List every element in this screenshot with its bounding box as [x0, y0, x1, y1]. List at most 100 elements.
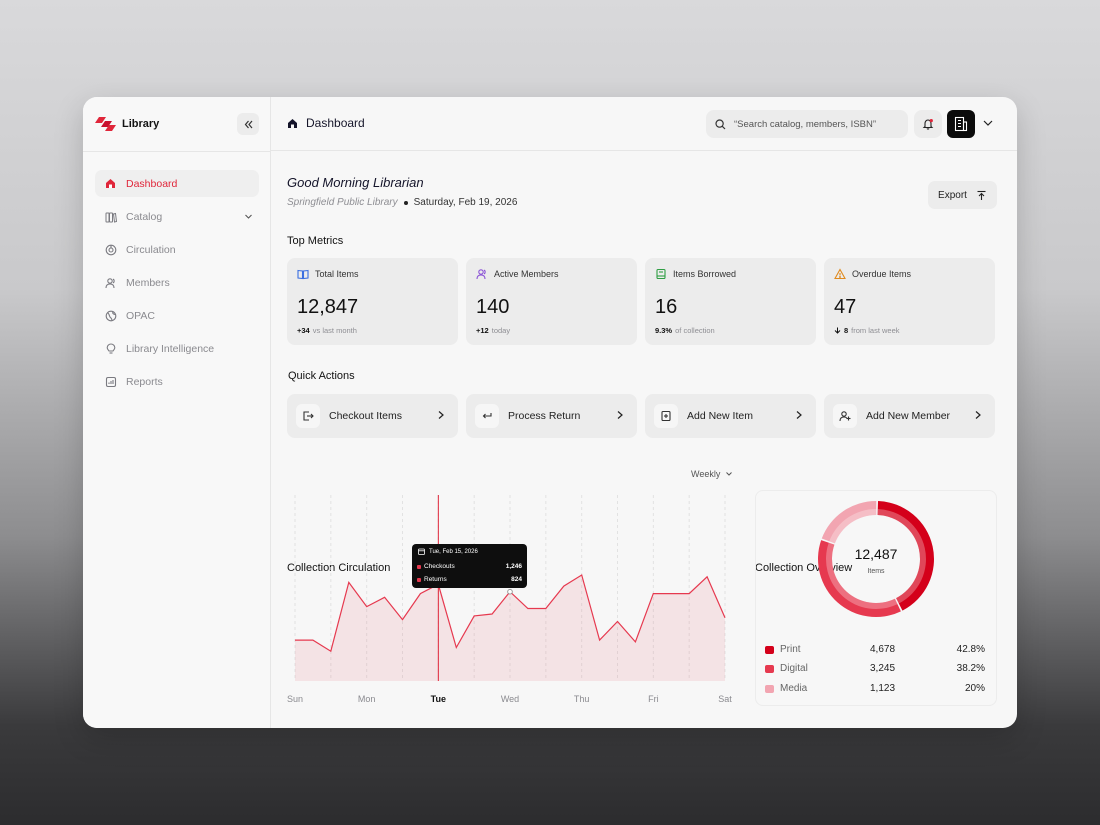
metric-note-text: vs last month — [312, 326, 357, 335]
x-tick-label: Sun — [286, 694, 304, 704]
metric-header: Overdue Items — [834, 268, 911, 280]
globe-icon — [104, 309, 117, 322]
circulation-icon — [104, 243, 117, 256]
x-tick-label: Thu — [573, 694, 590, 704]
legend-row-media: Media 1,123 20% — [765, 682, 987, 696]
action-label: Add New Item — [687, 410, 753, 422]
tooltip-date-text: Tue, Feb 15, 2026 — [429, 548, 478, 555]
building-icon — [954, 116, 968, 132]
return-icon — [475, 404, 499, 428]
metric-delta: 8 — [844, 326, 849, 335]
legend-row-print: Print 4,678 42.8% — [765, 643, 987, 657]
checkout-icon — [296, 404, 320, 428]
app-window: Library Dashboard Catalog — [83, 97, 1017, 728]
search-input[interactable] — [734, 118, 899, 130]
donut-slice-print[interactable] — [877, 501, 934, 611]
books-icon — [104, 210, 117, 223]
legend-pct: 42.8% — [956, 644, 985, 655]
metric-card-active-members[interactable]: Active Members 140 +12 today — [466, 258, 637, 345]
notifications-button[interactable] — [914, 110, 942, 138]
chart-tooltip: Tue, Feb 15, 2026 Checkouts 1,246 Return… — [412, 544, 527, 588]
book-open-icon — [297, 269, 309, 280]
x-tick-label: Sat — [718, 694, 732, 704]
metric-card-overdue-items[interactable]: Overdue Items 47 8 from last week — [824, 258, 995, 345]
donut-slice-media[interactable] — [821, 501, 877, 544]
members-icon — [476, 269, 486, 280]
metric-note: 8 from last week — [834, 326, 900, 335]
period-select[interactable]: Weekly — [691, 469, 733, 479]
sidebar-item-circulation[interactable]: Circulation — [95, 236, 259, 263]
returns-swatch — [417, 577, 421, 582]
sidebar-item-library-intelligence[interactable]: Library Intelligence — [95, 335, 259, 362]
process-return-button[interactable]: Process Return — [466, 394, 637, 438]
metric-note: +34 vs last month — [297, 326, 357, 335]
collection-overview-card — [755, 490, 997, 706]
book-icon — [656, 268, 666, 280]
metric-label: Total Items — [315, 269, 359, 279]
donut-total: 12,487 — [854, 546, 898, 562]
collection-circulation-title: Collection Circulation — [287, 562, 391, 574]
chevron-right-icon — [617, 411, 623, 419]
search-icon — [715, 118, 726, 129]
sidebar-item-label: Reports — [126, 375, 163, 388]
page-title-text: Dashboard — [306, 116, 365, 130]
x-tick-label: Fri — [648, 694, 659, 704]
main-content: Good Morning Librarian Springfield Publi… — [271, 152, 1017, 728]
metric-value: 140 — [476, 296, 510, 318]
sidebar-item-dashboard[interactable]: Dashboard — [95, 170, 259, 197]
greeting: Good Morning Librarian — [287, 175, 424, 190]
legend-value: 3,245 — [870, 663, 896, 674]
metric-header: Total Items — [297, 268, 359, 280]
library-logo-icon — [95, 117, 116, 131]
sidebar-item-opac[interactable]: OPAC — [95, 302, 259, 329]
tooltip-row-label: Returns — [424, 576, 447, 583]
sidebar-item-catalog[interactable]: Catalog — [95, 203, 259, 230]
home-icon — [288, 118, 297, 128]
collection-donut-chart[interactable] — [817, 500, 935, 618]
upload-icon — [977, 190, 986, 200]
metric-label: Active Members — [494, 269, 559, 279]
metric-card-items-borrowed[interactable]: Items Borrowed 16 9.3% of collection — [645, 258, 816, 345]
chevron-right-icon — [796, 411, 802, 419]
sidebar-item-reports[interactable]: Reports — [95, 368, 259, 395]
export-button[interactable]: Export — [928, 181, 997, 209]
sidebar: Library Dashboard Catalog — [83, 97, 271, 728]
period-value: Weekly — [691, 469, 721, 479]
current-date: Saturday, Feb 19, 2026 — [413, 197, 518, 208]
add-user-icon — [833, 404, 857, 428]
print-swatch — [765, 646, 774, 654]
collapse-sidebar-button[interactable] — [237, 113, 259, 135]
metric-delta: 9.3% — [655, 326, 673, 335]
x-tick-label: Mon — [357, 694, 376, 704]
sidebar-item-members[interactable]: Members — [95, 269, 259, 296]
search-bar[interactable] — [706, 110, 908, 138]
metric-note-text: today — [491, 326, 511, 335]
legend-pct: 38.2% — [956, 663, 985, 674]
legend-value: 4,678 — [870, 644, 896, 655]
add-new-item-button[interactable]: Add New Item — [645, 394, 816, 438]
legend-value: 1,123 — [870, 683, 896, 694]
sidebar-item-label: OPAC — [126, 309, 155, 322]
add-new-member-button[interactable]: Add New Member — [824, 394, 995, 438]
circulation-chart[interactable] — [287, 491, 733, 685]
library-date-line: Springfield Public Library Saturday, Feb… — [287, 197, 517, 208]
organization-avatar-button[interactable] — [947, 110, 975, 138]
donut-slice-inner-band — [826, 542, 898, 609]
home-icon — [104, 177, 117, 190]
chevron-down-icon — [245, 214, 252, 219]
metric-card-total-items[interactable]: Total Items 12,847 +34 vs last month — [287, 258, 458, 345]
chevron-down-icon[interactable] — [982, 117, 994, 129]
bulb-icon — [104, 342, 117, 355]
sidebar-item-label: Circulation — [126, 243, 176, 256]
checkout-items-button[interactable]: Checkout Items — [287, 394, 458, 438]
action-label: Process Return — [508, 410, 581, 422]
quick-actions-title: Quick Actions — [288, 370, 355, 382]
calendar-icon — [418, 548, 425, 555]
legend-name: Media — [780, 683, 808, 694]
metric-label: Items Borrowed — [673, 269, 737, 279]
members-icon — [104, 276, 117, 289]
brand[interactable]: Library — [95, 117, 159, 131]
page-title: Dashboard — [287, 116, 365, 130]
x-tick-label: Tue — [430, 694, 446, 704]
donut-slice-digital[interactable] — [818, 540, 901, 617]
